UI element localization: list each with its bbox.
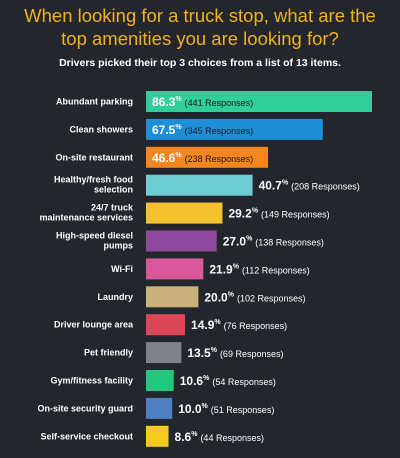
value-unit: % [282,180,289,187]
category-label-line: On-site security guard [37,403,133,413]
category-label: High-speed diesel pumps [56,231,133,251]
category-label: On-site restaurant [55,152,133,162]
response-count: (44 Responses) [200,433,264,443]
response-count: (441 Responses) [185,98,254,108]
value-number: 10.0 [178,402,202,416]
category-label: On-site security guard [37,403,133,413]
value-label: 21.9% (112 Responses) [209,262,309,276]
value-number: 46.6 [152,151,176,165]
category-label-line: On-site restaurant [55,152,133,162]
response-count: (54 Responses) [212,377,276,387]
category-label: Driver lounge area [54,320,134,330]
value-label: 8.6% (44 Responses) [175,430,264,444]
bar [146,397,173,419]
value-number: 8.6 [175,430,192,444]
value-label: 10.0% (51 Responses) [178,402,274,416]
category-label-line: Abundant parking [56,97,133,107]
category-label: Wi-Fi [111,264,133,274]
response-count: (345 Responses) [185,126,254,136]
value-number: 14.9 [191,318,215,332]
bar [146,202,223,224]
response-count: (208 Responses) [291,182,360,192]
response-count: (51 Responses) [211,405,275,415]
response-count: (76 Responses) [224,321,288,331]
category-label-line: maintenance services [39,213,133,223]
bar [146,174,253,196]
bar [146,314,186,336]
value-unit: % [191,431,198,438]
bar [146,230,217,252]
bar [146,258,204,280]
category-label-line: High-speed diesel [56,231,133,241]
value-label: 27.0% (138 Responses) [223,235,324,249]
bar [146,286,199,308]
value-label: 20.0% (102 Responses) [204,290,305,304]
bar [146,146,269,168]
category-label-line: Pet friendly [84,348,133,358]
bar [146,425,169,447]
response-count: (149 Responses) [261,210,330,220]
response-count: (238 Responses) [185,154,254,164]
value-number: 13.5 [187,346,211,360]
category-label: Abundant parking [56,97,133,107]
category-label: Laundry [97,292,133,302]
value-label: 67.5% (345 Responses) [152,123,253,137]
category-label-line: Healthy/fresh food [54,175,133,185]
category-label: Healthy/fresh food selection [54,175,133,195]
value-unit: % [214,319,221,326]
value-number: 86.3 [152,95,176,109]
chart-subtitle: Drivers picked their top 3 choices from … [59,57,341,69]
value-unit: % [246,236,253,243]
value-number: 67.5 [152,123,176,137]
value-unit: % [202,403,209,410]
chart-title-line: top amenities you are looking for? [61,28,339,49]
value-label: 40.7% (208 Responses) [259,179,360,193]
value-label: 14.9% (76 Responses) [191,318,287,332]
value-unit: % [228,291,235,298]
value-number: 20.0 [204,290,228,304]
bar [146,91,372,112]
category-label-line: selection [94,185,133,195]
value-unit: % [252,208,259,215]
value-number: 27.0 [223,235,247,249]
value-unit: % [211,347,218,354]
value-number: 40.7 [259,179,283,193]
bar [146,118,323,140]
category-label-line: Driver lounge area [54,320,134,330]
response-count: (69 Responses) [220,349,284,359]
value-unit: % [175,124,182,131]
category-label-line: 24/7 truck [91,203,134,213]
category-label-line: Wi-Fi [111,264,133,274]
response-count: (102 Responses) [237,293,306,303]
category-label-line: Self-service checkout [40,431,133,441]
value-number: 21.9 [209,262,233,276]
value-label: 10.6% (54 Responses) [180,374,276,388]
category-label-line: Clean showers [69,124,133,134]
value-unit: % [175,96,182,103]
category-label: Clean showers [69,124,133,134]
bar [146,342,182,364]
value-label: 86.3% (441 Responses) [152,95,253,109]
value-label: 29.2% (149 Responses) [228,207,329,221]
category-label: 24/7 truck maintenance services [39,203,134,223]
response-count: (138 Responses) [255,238,324,248]
value-label: 13.5% (69 Responses) [187,346,283,360]
category-label-line: Gym/fitness facility [50,376,133,386]
category-label: Pet friendly [84,348,133,358]
bar [146,370,174,391]
category-label: Self-service checkout [40,431,133,441]
value-label: 46.6% (238 Responses) [152,151,253,165]
category-label-line: pumps [103,241,133,251]
response-count: (112 Responses) [242,265,310,275]
value-number: 29.2 [228,207,252,221]
value-unit: % [203,375,210,382]
value-unit: % [233,263,240,270]
value-number: 10.6 [180,374,204,388]
value-unit: % [175,152,182,159]
category-label-line: Laundry [97,292,133,302]
chart-title-line: When looking for a truck stop, what are … [24,5,376,26]
category-label: Gym/fitness facility [50,376,133,386]
